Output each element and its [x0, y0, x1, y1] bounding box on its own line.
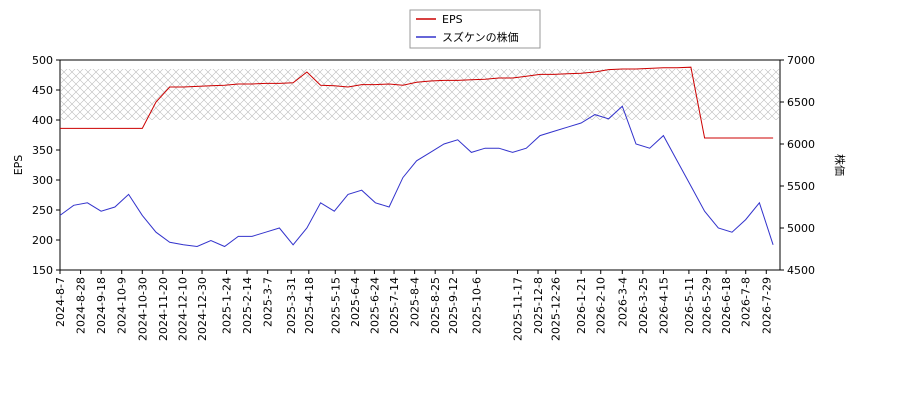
y-tick-label: 250 [32, 204, 53, 217]
x-tick-label: 2024-10-9 [116, 277, 129, 334]
y2-tick-label: 7000 [787, 54, 815, 67]
y-tick-label: 500 [32, 54, 53, 67]
y-tick-label: 400 [32, 114, 53, 127]
x-tick-label: 2025-6-4 [349, 277, 362, 327]
x-tick-label: 2024-10-30 [136, 277, 149, 341]
x-tick-label: 2024-11-20 [157, 277, 170, 341]
legend [409, 9, 541, 49]
x-tick-label: 2024-12-30 [196, 277, 209, 341]
y2-tick-label: 6000 [787, 138, 815, 151]
x-tick-label: 2026-7-29 [760, 277, 773, 334]
x-tick-label: 2025-7-14 [388, 277, 401, 334]
y-tick-label: 200 [32, 234, 53, 247]
y2-tick-label: 5500 [787, 180, 815, 193]
x-tick-label: 2025-3-31 [285, 277, 298, 334]
y-tick-label: 450 [32, 84, 53, 97]
legend-label: EPS [442, 13, 463, 26]
x-tick-label: 2025-5-15 [329, 277, 342, 334]
x-tick-label: 2025-9-12 [447, 277, 460, 334]
x-tick-label: 2024-8-7 [54, 277, 67, 327]
x-tick-label: 2024-8-28 [75, 277, 88, 334]
legend-label: スズケンの株価 [442, 30, 519, 44]
y2-tick-label: 6500 [787, 96, 815, 109]
x-tick-label: 2024-9-18 [95, 277, 108, 334]
y-tick-label: 350 [32, 144, 53, 157]
x-tick-label: 2025-12-8 [532, 277, 545, 334]
y2-tick-label: 4500 [787, 264, 815, 277]
x-tick-label: 2026-3-25 [637, 277, 650, 334]
y-axis-label: EPS [12, 155, 25, 176]
x-tick-label: 2025-3-7 [262, 277, 275, 327]
y2-axis-label: 株価 [833, 154, 847, 176]
y-tick-label: 150 [32, 264, 53, 277]
x-tick-label: 2025-10-6 [470, 277, 483, 334]
x-tick-label: 2025-12-26 [550, 277, 563, 341]
x-tick-label: 2025-8-25 [429, 277, 442, 334]
x-tick-label: 2026-7-8 [740, 277, 753, 327]
y-tick-label: 300 [32, 174, 53, 187]
x-tick-label: 2026-3-4 [616, 277, 629, 327]
plot-frame [59, 59, 781, 271]
x-tick-label: 2025-4-18 [303, 277, 316, 334]
x-tick-label: 2026-2-10 [595, 277, 608, 334]
x-tick-label: 2025-11-17 [511, 277, 524, 341]
x-tick-label: 2026-5-11 [683, 277, 696, 334]
x-tick-label: 2025-8-4 [409, 277, 422, 327]
x-tick-label: 2025-1-24 [221, 277, 234, 334]
x-tick-label: 2026-5-29 [701, 277, 714, 334]
x-tick-label: 2024-12-10 [176, 277, 189, 341]
x-tick-label: 2026-4-15 [657, 277, 670, 334]
series-line [59, 105, 774, 248]
x-tick-label: 2026-6-18 [720, 277, 733, 334]
x-tick-label: 2026-1-21 [575, 277, 588, 334]
x-tick-label: 2025-2-14 [241, 277, 254, 334]
y2-tick-label: 5000 [787, 222, 815, 235]
x-tick-label: 2025-6-24 [368, 277, 381, 334]
series-line [60, 66, 774, 139]
forecast-band [61, 69, 779, 120]
